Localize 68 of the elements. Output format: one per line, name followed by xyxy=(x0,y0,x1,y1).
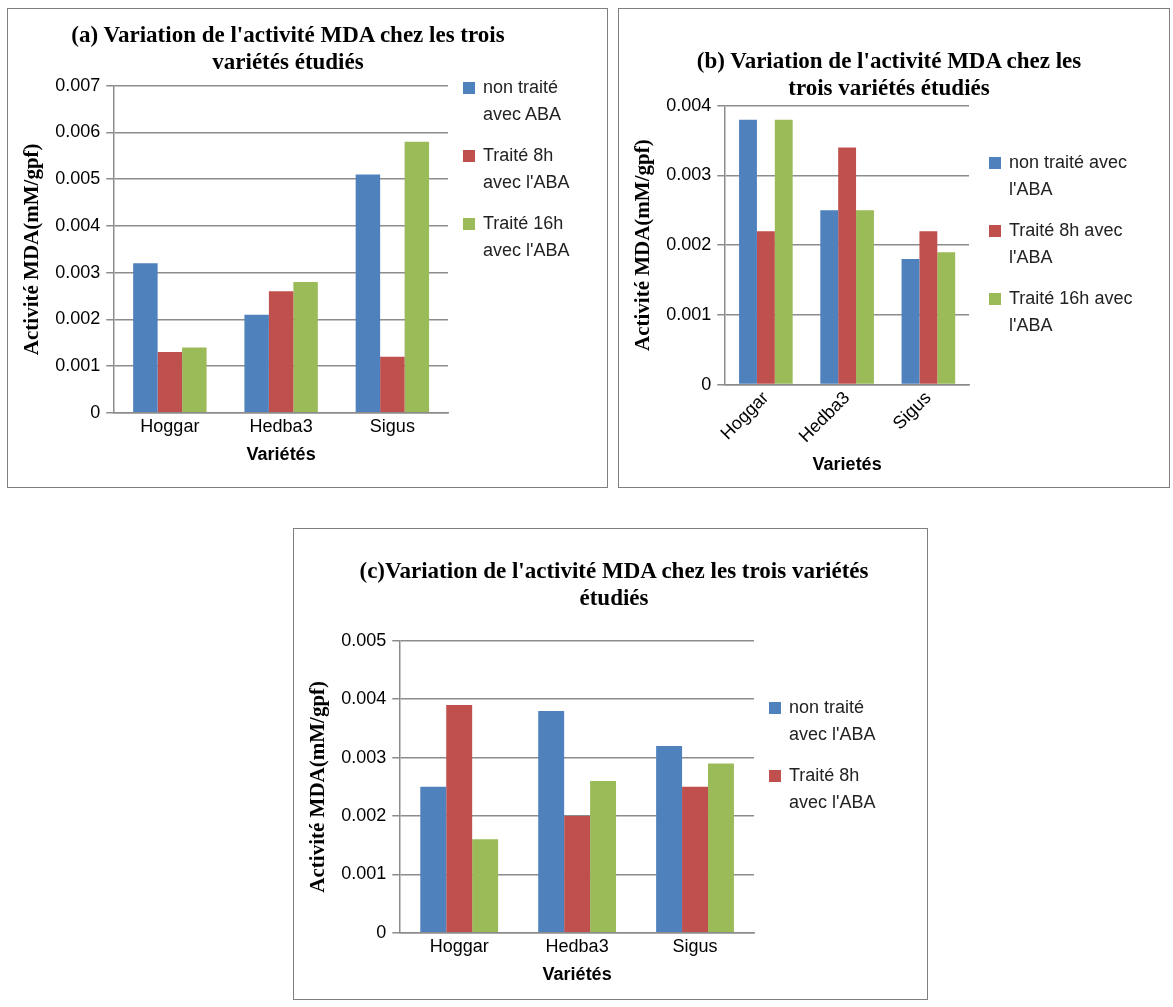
y-axis-title: Activité MDA(mM/gpf) xyxy=(305,680,330,893)
y-tick-label: 0.005 xyxy=(55,168,101,189)
x-axis-title: Variétés xyxy=(246,444,316,465)
bar xyxy=(355,174,381,413)
bar xyxy=(380,356,405,413)
y-tick-label: 0.007 xyxy=(55,74,101,95)
bar xyxy=(838,147,857,384)
bar xyxy=(682,786,709,933)
y-axis-title: Activité MDA(mM/gpf) xyxy=(630,139,655,352)
x-tick-label: Hoggar xyxy=(429,935,489,956)
y-axis-title: Activité MDA(mM/gpf) xyxy=(19,143,44,356)
bar xyxy=(739,119,757,384)
y-tick-label: 0.002 xyxy=(55,308,101,329)
bar xyxy=(564,816,591,933)
y-tick-label: 0.001 xyxy=(341,863,387,884)
y-tick-label: 0.002 xyxy=(341,804,387,825)
legend-label: Traité 8h avec l'ABA xyxy=(483,145,570,192)
bar xyxy=(182,347,207,413)
bar xyxy=(937,252,956,384)
x-tick-label: Sigus xyxy=(369,415,415,436)
bar xyxy=(268,291,294,413)
y-tick-label: 0.003 xyxy=(666,164,712,185)
legend-label: non traité avec l'ABA xyxy=(1009,152,1128,199)
y-tick-label: 0.004 xyxy=(666,94,712,115)
y-tick-label: 0 xyxy=(701,373,712,394)
x-tick-label: Sigus xyxy=(672,935,718,956)
chart-title: (c)Variation de l'activité MDA chez les trois variétés étudiés xyxy=(358,557,870,611)
bar xyxy=(901,259,920,384)
bar xyxy=(404,141,430,413)
bar xyxy=(472,839,499,933)
bar xyxy=(656,745,683,933)
x-tick-label: Hoggar xyxy=(140,415,200,436)
bar xyxy=(919,231,938,384)
bar xyxy=(590,780,617,933)
x-axis-title: Variétés xyxy=(542,964,612,985)
bar xyxy=(538,710,565,933)
y-tick-label: 0.001 xyxy=(55,355,101,376)
chart-title: (a) Variation de l'activité MDA chez les trois variétés étudiés xyxy=(70,21,506,75)
y-tick-label: 0.004 xyxy=(55,214,101,235)
bar xyxy=(756,231,775,384)
bar xyxy=(293,282,318,413)
y-tick-label: 0.004 xyxy=(341,688,387,709)
legend-label: Traité 16h avec l'ABA xyxy=(1009,288,1133,335)
legend-label: Traité 8h avec l'ABA xyxy=(789,765,876,812)
bar xyxy=(157,352,183,413)
x-tick-label: Hedba3 xyxy=(249,415,313,436)
y-tick-label: 0.003 xyxy=(341,746,387,767)
legend-label: non traité avec ABA xyxy=(483,77,562,124)
bar xyxy=(244,314,269,413)
y-tick-label: 0.005 xyxy=(341,629,387,650)
bar xyxy=(708,763,734,933)
y-tick-label: 0.006 xyxy=(55,121,101,142)
y-tick-label: 0.002 xyxy=(666,234,712,255)
bar xyxy=(133,263,158,413)
bar xyxy=(774,119,793,384)
bar xyxy=(420,786,447,933)
y-tick-label: 0.003 xyxy=(55,261,101,282)
bar xyxy=(446,705,473,933)
bar xyxy=(856,210,874,384)
legend-label: Traité 8h avec l'ABA xyxy=(1009,220,1123,267)
y-tick-label: 0.001 xyxy=(666,303,712,324)
legend-label: Traité 16h avec l'ABA xyxy=(483,213,570,260)
y-tick-label: 0 xyxy=(376,921,387,942)
x-axis-title: Varietés xyxy=(812,454,882,475)
y-tick-label: 0 xyxy=(90,401,101,422)
legend-label: non traité avec l'ABA xyxy=(789,697,876,744)
bar xyxy=(820,210,839,384)
x-tick-label: Hedba3 xyxy=(545,935,609,956)
